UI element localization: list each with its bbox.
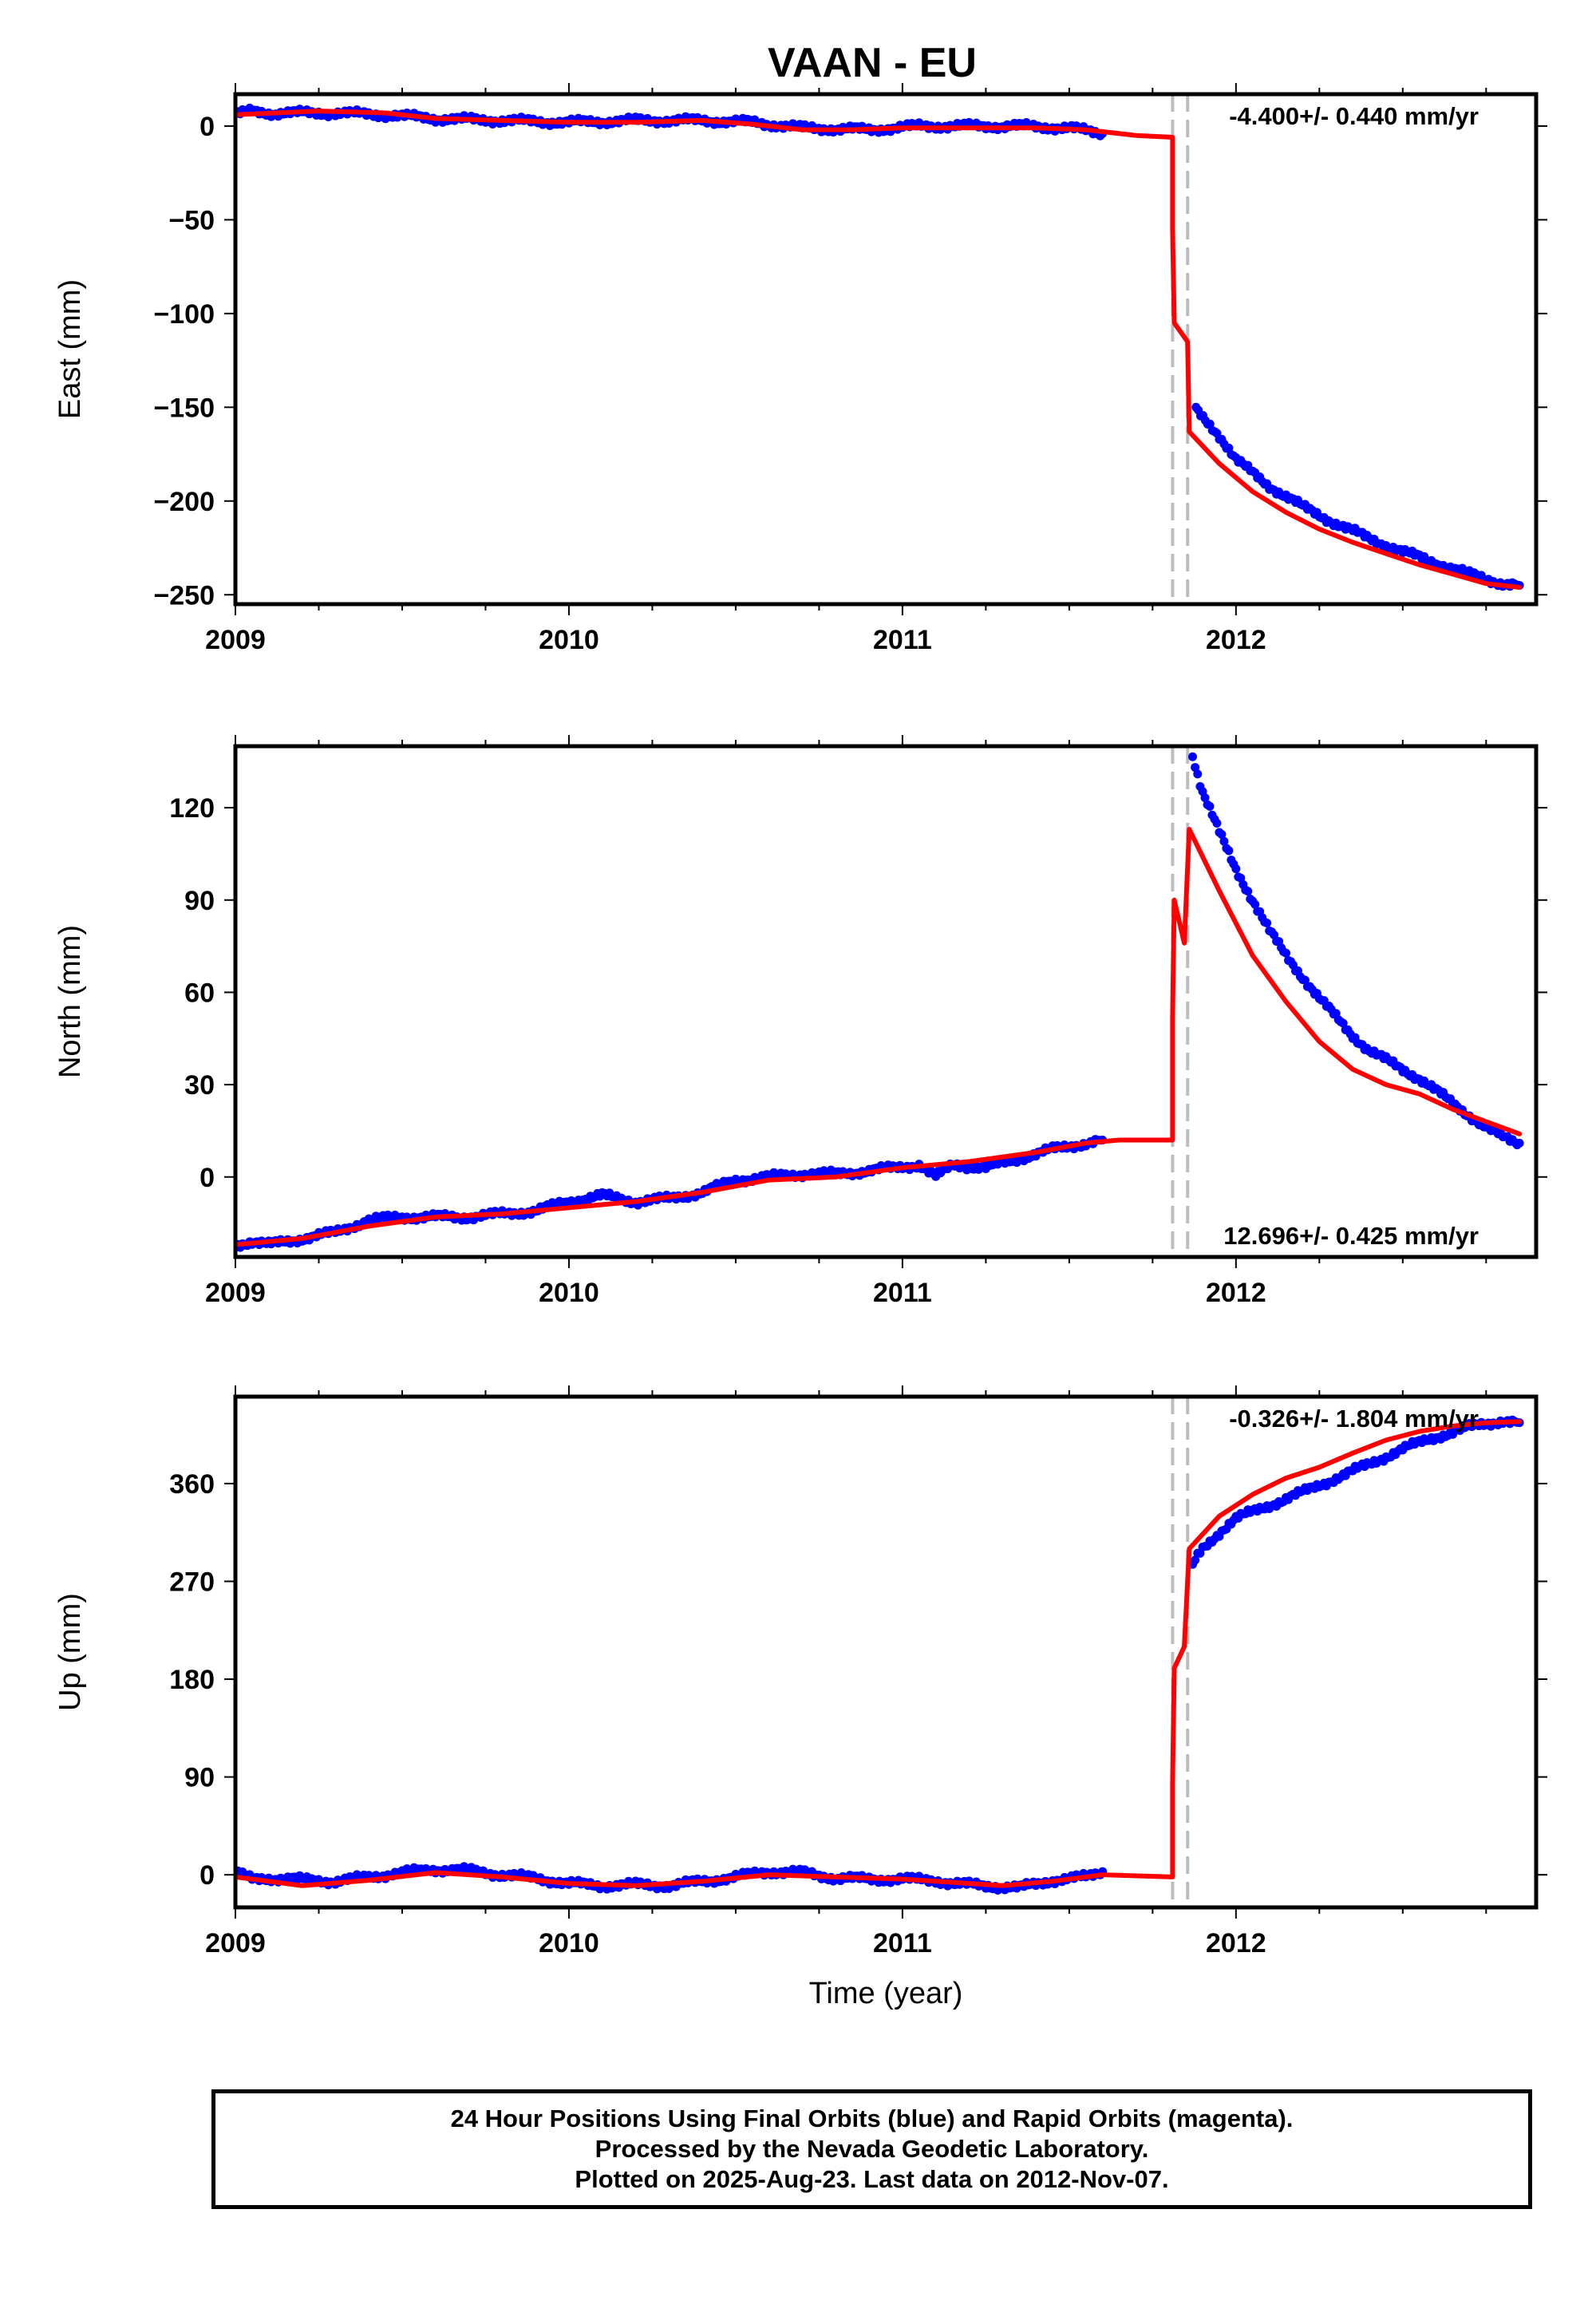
footer-line-2: Processed by the Nevada Geodetic Laborat… <box>595 2135 1149 2163</box>
y-tick-label: 0 <box>200 112 215 142</box>
footer-line-1: 24 Hour Positions Using Final Orbits (bl… <box>450 2105 1294 2132</box>
data-point <box>1217 829 1227 839</box>
y-tick-label: 270 <box>169 1567 215 1597</box>
x-tick-label: 2010 <box>539 1278 599 1308</box>
model-line <box>235 1419 1523 1888</box>
plot-area <box>235 1397 1524 1907</box>
model-line <box>235 109 1523 590</box>
data-point <box>1200 793 1210 803</box>
x-tick-label: 2011 <box>873 625 932 655</box>
data-point <box>1250 899 1260 909</box>
y-axis-label: North (mm) <box>53 925 87 1078</box>
y-tick-label: −50 <box>168 205 215 235</box>
data-point <box>1224 846 1234 856</box>
data-point <box>1205 801 1215 811</box>
panel-frame <box>233 92 1539 607</box>
data-point <box>1212 819 1222 828</box>
x-tick-label: 2009 <box>205 1278 266 1308</box>
panel-north: 2009 2010 2011 2012 120 90 60 30 0 North (mm) 12.6… <box>53 735 1547 1308</box>
data-point <box>1231 864 1241 874</box>
y-tick-label: 0 <box>200 1860 215 1891</box>
plot-area <box>235 94 1524 604</box>
y-tick-label: 90 <box>184 886 215 916</box>
y-tick-label: 360 <box>169 1469 215 1500</box>
y-tick-label: 90 <box>184 1763 215 1793</box>
y-tick-label: −250 <box>153 580 215 611</box>
y-tick-label: −100 <box>153 299 215 330</box>
x-tick-label: 2010 <box>539 625 599 655</box>
data-point <box>1338 1018 1348 1028</box>
x-tick-label: 2011 <box>873 1278 932 1308</box>
data-point <box>1193 769 1203 779</box>
rate-annotation: -4.400+/- 0.440 mm/yr <box>1229 102 1479 130</box>
x-tick-label: 2009 <box>205 1928 266 1958</box>
y-tick-label: 180 <box>169 1665 215 1695</box>
y-tick-label: 0 <box>200 1163 215 1193</box>
x-tick-label: 2010 <box>539 1928 599 1958</box>
data-point <box>1191 1555 1200 1565</box>
y-tick-label: −200 <box>153 487 215 517</box>
data-point <box>1262 919 1272 928</box>
x-tick-label: 2012 <box>1206 625 1266 655</box>
x-tick-label: 2012 <box>1206 1278 1266 1308</box>
y-axis-label: Up (mm) <box>53 1593 87 1711</box>
y-tick-label: 30 <box>184 1070 215 1101</box>
chart-title: VAAN - EU <box>768 40 977 86</box>
y-tick-label: 120 <box>169 793 215 824</box>
data-point <box>1243 887 1253 896</box>
y-axis-label: East (mm) <box>53 279 87 419</box>
model-line <box>235 827 1523 1247</box>
panel-east: 2009 2010 2011 2012 0 −50 −100 −150 −200 −250 East… <box>53 83 1547 655</box>
data-point <box>1515 1138 1524 1148</box>
y-tick-label: 60 <box>184 978 215 1008</box>
plot-area <box>235 746 1524 1257</box>
footer-line-3: Plotted on 2025-Aug-23. Last data on 201… <box>575 2165 1169 2193</box>
data-point <box>1191 763 1200 773</box>
data-point <box>1219 836 1229 846</box>
data-point <box>1188 752 1198 761</box>
rate-annotation: 12.696+/- 0.425 mm/yr <box>1223 1222 1479 1250</box>
footer-box: 24 Hour Positions Using Final Orbits (bl… <box>211 2089 1532 2209</box>
panel-frame <box>233 744 1539 1259</box>
panel-up: 2009 2010 2011 2012 360 270 180 90 0 Up (mm) Time … <box>53 1385 1547 2010</box>
x-tick-label: 2009 <box>205 625 266 655</box>
data-point <box>1282 948 1291 958</box>
rate-annotation: -0.326+/- 1.804 mm/yr <box>1229 1405 1479 1433</box>
x-tick-label: 2011 <box>873 1928 932 1958</box>
x-axis-label: Time (year) <box>809 1977 963 2010</box>
x-tick-label: 2012 <box>1206 1928 1266 1958</box>
y-tick-label: −150 <box>153 393 215 423</box>
panel-frame <box>233 1394 1539 1910</box>
